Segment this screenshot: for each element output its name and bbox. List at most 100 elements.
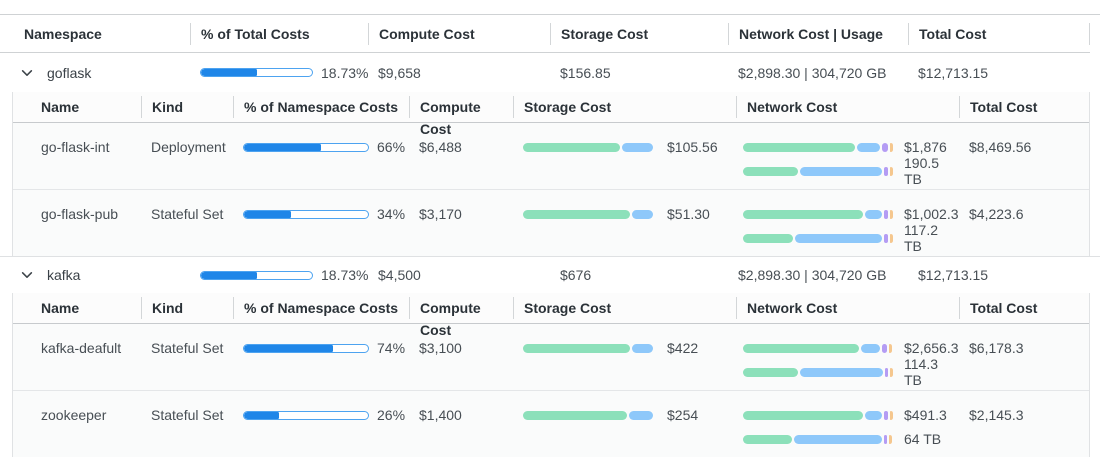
total-cost-value: $12,713.15 bbox=[918, 64, 989, 81]
workload-row-go-flask-pub: go-flask-pub Stateful Set 34% $3,170 $51… bbox=[13, 190, 1089, 256]
chevron-down-icon[interactable] bbox=[20, 268, 34, 282]
network-bar-segment-orange bbox=[888, 343, 892, 353]
col-header-namespace: Namespace bbox=[24, 25, 102, 42]
pct-progress-bar bbox=[200, 270, 313, 280]
network-bar-segment-green bbox=[743, 166, 798, 176]
network-bar-segment-orange bbox=[890, 367, 894, 377]
network-usage-value: 64 TB bbox=[904, 431, 942, 447]
workload-name: go-flask-pub bbox=[41, 206, 119, 222]
col-header-kind: Kind bbox=[141, 297, 233, 319]
network-usage-line: 64 TB bbox=[743, 430, 959, 448]
nested-table-header: Name Kind % of Namespace Costs Compute C… bbox=[13, 92, 1089, 137]
nested-table-goflask: Name Kind % of Namespace Costs Compute C… bbox=[12, 92, 1090, 256]
storage-cost-cell: $105.56 bbox=[513, 138, 736, 156]
storage-cost-bar bbox=[523, 209, 658, 219]
storage-cost-value: $51.30 bbox=[667, 206, 710, 222]
network-cost-line: $1,002.3 bbox=[743, 205, 959, 223]
network-bar-segment-blue bbox=[865, 410, 882, 420]
pct-progress-bar bbox=[200, 68, 313, 77]
network-bar-segment-purple bbox=[882, 343, 887, 353]
storage-cost-cell: $422 bbox=[513, 339, 736, 357]
storage-cost-cell: $254 bbox=[513, 406, 736, 424]
pct-value: 34% bbox=[377, 206, 406, 222]
total-cost-value: $4,223.6 bbox=[969, 206, 1024, 222]
storage-bar-segment-green bbox=[523, 343, 630, 353]
network-bar-segment-purple bbox=[883, 166, 889, 176]
storage-bar-segment-green bbox=[523, 209, 630, 219]
network-bar-segment-blue bbox=[795, 233, 882, 243]
storage-cost-value: $254 bbox=[667, 407, 699, 423]
pct-namespace-cell: 34% bbox=[233, 205, 409, 223]
col-header-compute-cost: Compute Cost bbox=[409, 297, 513, 338]
pct-progress-bar bbox=[243, 410, 369, 420]
network-cost-line: $491.3 bbox=[743, 406, 959, 424]
workload-name: kafka-deafult bbox=[41, 340, 122, 356]
storage-bar-segment-green bbox=[523, 142, 621, 152]
workload-kind: Stateful Set bbox=[151, 407, 224, 423]
network-bar-segment-blue bbox=[860, 343, 881, 353]
workload-row-go-flask-int: go-flask-int Deployment 66% $6,488 $105.… bbox=[13, 123, 1089, 190]
nested-table-header: Name Kind % of Namespace Costs Compute C… bbox=[13, 293, 1089, 338]
namespace-row-goflask[interactable]: goflask 18.73% $9,658 $156.85 $2,898.30 … bbox=[0, 53, 1090, 92]
storage-cost-cell: $51.30 bbox=[513, 205, 736, 223]
col-header-pct-total-costs: % of Total Costs bbox=[190, 22, 368, 45]
col-header-total-cost: Total Cost bbox=[959, 297, 1089, 319]
storage-cost-value: $676 bbox=[560, 267, 592, 283]
chevron-down-icon[interactable] bbox=[20, 66, 34, 80]
pct-total-cell: 18.73% bbox=[190, 267, 368, 283]
col-header-storage-cost: Storage Cost bbox=[550, 22, 728, 45]
network-cost-cell: $1,876 190.5 TB bbox=[736, 138, 959, 187]
col-header-pct-namespace-costs: % of Namespace Costs bbox=[233, 96, 409, 118]
network-bar-segment-blue bbox=[799, 367, 884, 377]
network-cost-line: $1,876 bbox=[743, 138, 959, 156]
pct-namespace-cell: 66% bbox=[233, 138, 409, 156]
network-bar-segment-blue bbox=[865, 209, 882, 219]
col-header-pct-namespace-costs: % of Namespace Costs bbox=[233, 297, 409, 319]
storage-bar-segment-blue bbox=[628, 410, 654, 420]
network-cost-value: $1,876 bbox=[904, 139, 947, 155]
namespace-row-kafka[interactable]: kafka 18.73% $4,500 $676 $2,898.30 | 304… bbox=[0, 257, 1090, 293]
network-bar-segment-green bbox=[743, 367, 798, 377]
network-cost-usage-value: $2,898.30 | 304,720 GB bbox=[738, 64, 887, 81]
col-header-name: Name bbox=[41, 300, 80, 316]
network-usage-line: 114.3 TB bbox=[743, 356, 959, 388]
network-usage-value: 117.2 TB bbox=[904, 222, 938, 254]
total-cost-value: $6,178.3 bbox=[969, 340, 1024, 356]
col-header-total-cost: Total Cost bbox=[908, 22, 1090, 45]
compute-cost-value: $3,170 bbox=[419, 206, 462, 222]
network-bar-segment-purple bbox=[883, 209, 889, 219]
network-cost-bar bbox=[743, 343, 895, 353]
total-cost-value: $8,469.56 bbox=[969, 139, 1032, 155]
network-bar-segment-orange bbox=[890, 166, 894, 176]
network-cost-bar bbox=[743, 209, 895, 219]
network-bar-segment-green bbox=[743, 209, 864, 219]
pct-namespace-cell: 74% bbox=[233, 339, 409, 357]
pct-value: 26% bbox=[377, 407, 406, 423]
col-header-network-cost: Network Cost bbox=[736, 297, 959, 319]
workload-row-zookeeper: zookeeper Stateful Set 26% $1,400 $254 bbox=[13, 391, 1089, 457]
storage-cost-bar bbox=[523, 343, 658, 353]
workload-row-kafka-deafult: kafka-deafult Stateful Set 74% $3,100 $4… bbox=[13, 324, 1089, 391]
network-bar-segment-green bbox=[743, 142, 856, 152]
network-usage-value: 114.3 TB bbox=[904, 356, 938, 388]
namespace-name-cell: goflask bbox=[0, 65, 190, 81]
storage-bar-segment-blue bbox=[622, 142, 654, 152]
pct-total-cell: 18.73% bbox=[190, 65, 368, 81]
col-header-total-cost: Total Cost bbox=[959, 96, 1089, 118]
namespace-name: kafka bbox=[47, 267, 81, 283]
network-cost-cell: $2,656.3 114.3 TB bbox=[736, 339, 959, 388]
network-bar-segment-orange bbox=[890, 233, 894, 243]
pct-value: 74% bbox=[377, 340, 406, 356]
network-cost-bar bbox=[743, 142, 895, 152]
network-cost-cell: $1,002.3 117.2 TB bbox=[736, 205, 959, 254]
pct-progress-bar bbox=[243, 209, 369, 219]
total-cost-value: $12,713.15 bbox=[918, 267, 989, 283]
storage-cost-value: $105.56 bbox=[667, 139, 718, 155]
network-usage-line: 190.5 TB bbox=[743, 155, 959, 187]
network-bar-segment-orange bbox=[890, 209, 894, 219]
network-usage-bar bbox=[743, 166, 895, 176]
storage-bar-segment-blue bbox=[631, 343, 654, 353]
network-usage-line: 117.2 TB bbox=[743, 222, 959, 254]
col-header-network-cost-usage: Network Cost | Usage bbox=[728, 22, 908, 45]
network-cost-bar bbox=[743, 410, 895, 420]
